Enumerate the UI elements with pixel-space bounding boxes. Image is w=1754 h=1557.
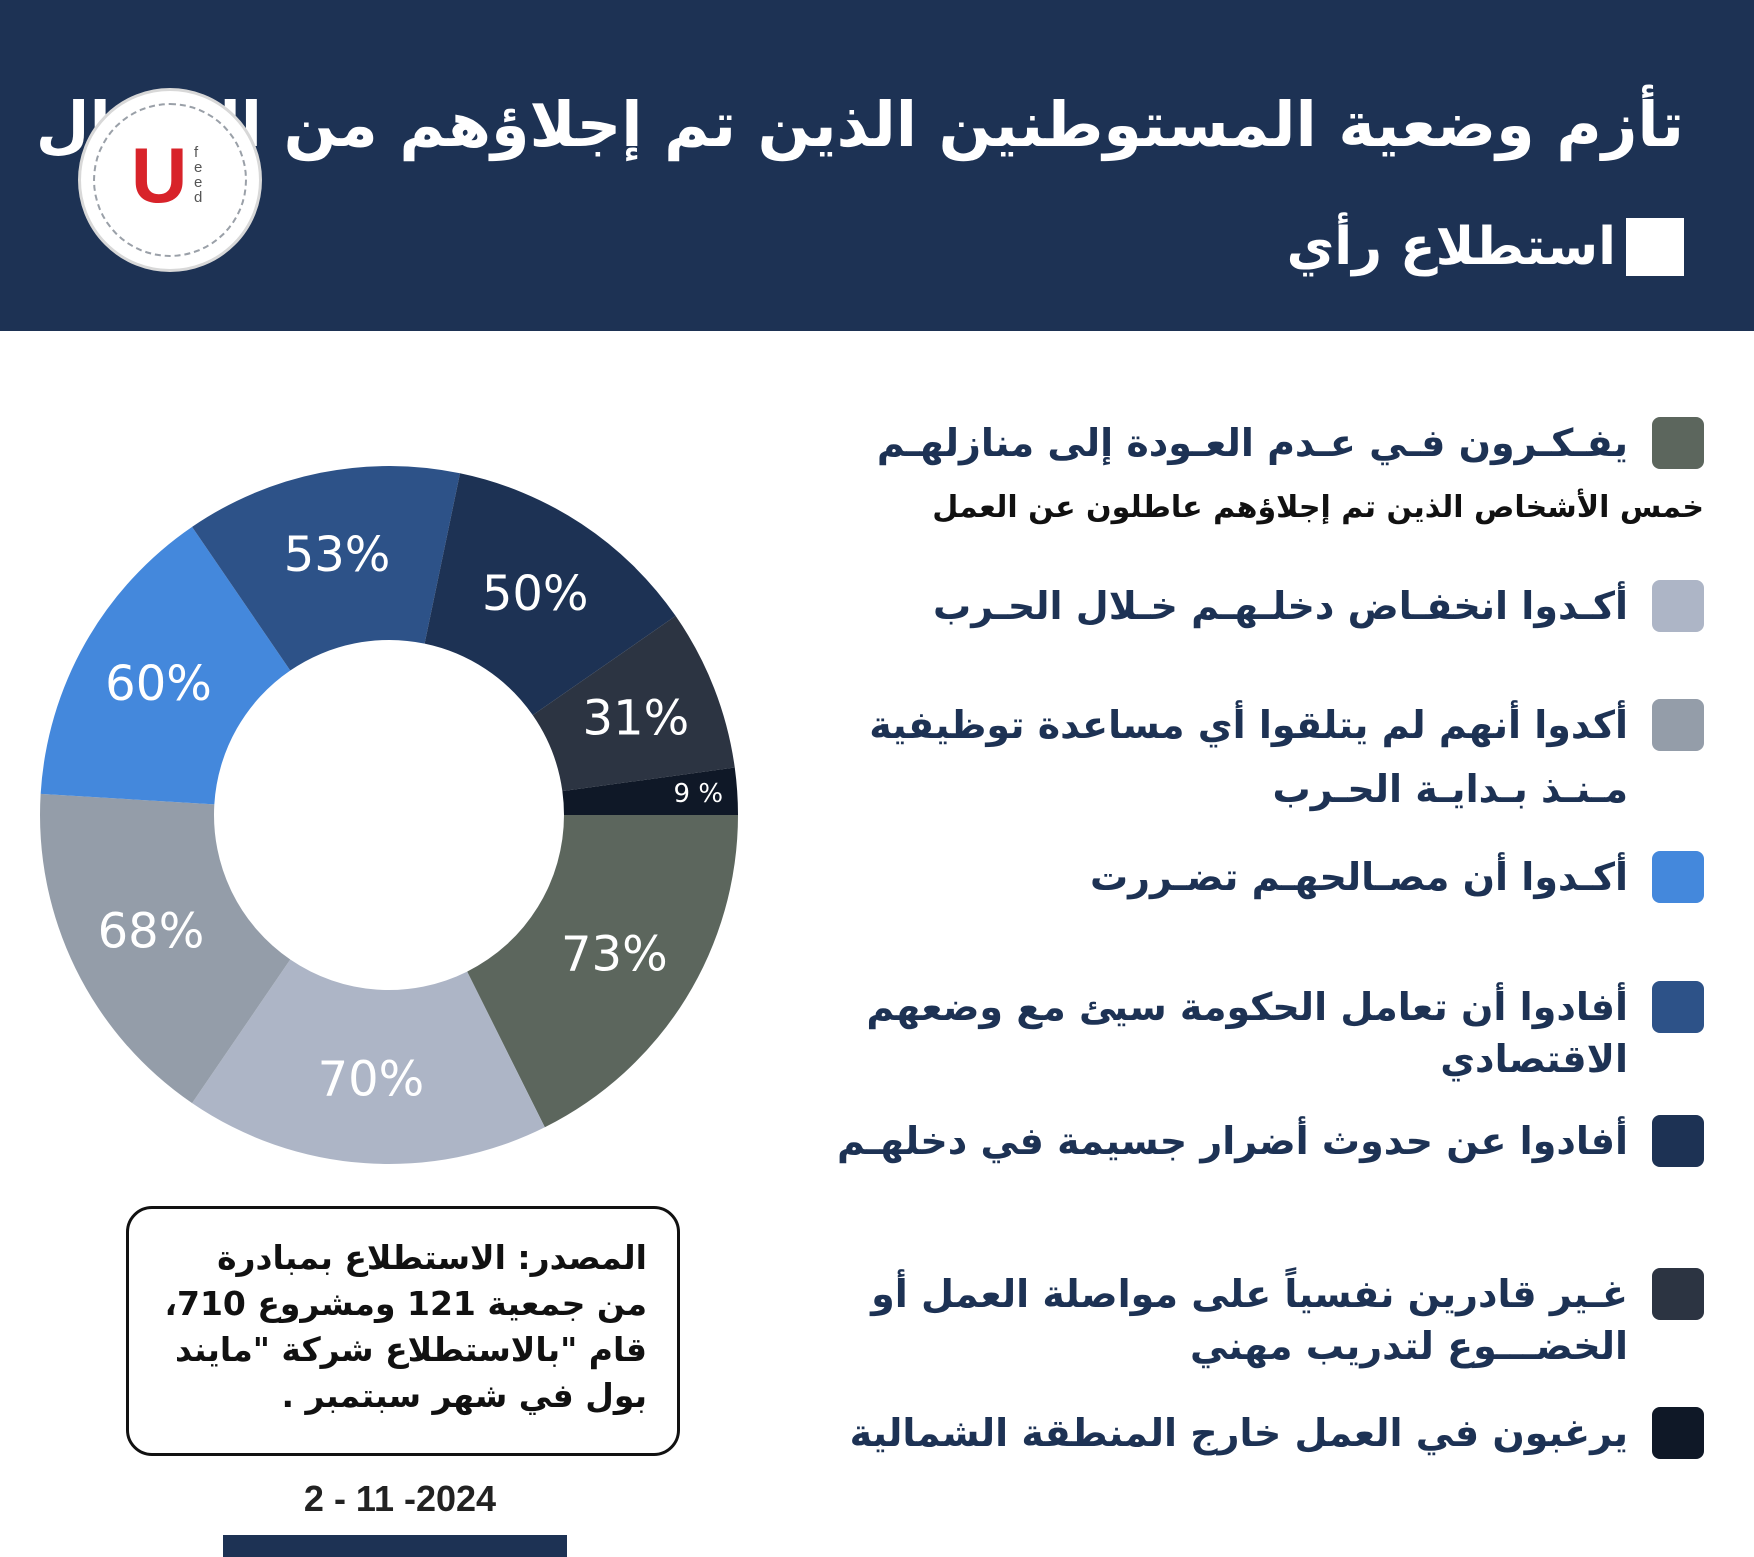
donut-slice-6 [424, 473, 676, 716]
legend-item-6: أفادوا عن حدوث أضرار جسيمة في دخلهـم [837, 1115, 1704, 1167]
donut-slice-4 [40, 526, 291, 805]
donut-slice-2 [192, 959, 545, 1164]
logo-ring-icon [93, 103, 247, 257]
legend-swatch [1652, 981, 1704, 1033]
legend-label-line1: يفـكـرون فـي عـدم العـودة إلى منازلهـم [876, 421, 1628, 465]
legend-swatch [1652, 699, 1704, 751]
legend-label: غـير قادرين نفسياً على مواصلة العمل أو ال… [871, 1268, 1628, 1372]
donut-label-2: 70% [318, 1051, 425, 1107]
donut-chart: 73% 70% 68% 60% 53% 50% 31% 9 % [39, 466, 738, 1164]
legend-label-line1: أفادوا عن حدوث أضرار جسيمة في دخلهـم [837, 1119, 1628, 1163]
legend-label: أفادوا أن تعامل الحكومة سيئ مع وضعهم الاق… [866, 981, 1628, 1085]
donut-slice-1 [467, 815, 738, 1128]
legend-label-line1: أكـدوا أن مصـالحهـم تضـررت [1089, 855, 1628, 899]
legend-item-1: يفـكـرون فـي عـدم العـودة إلى منازلهـم [877, 417, 1704, 469]
date-label: 2 - 11 -2024 [303, 1478, 497, 1519]
legend-swatch [1652, 851, 1704, 903]
logo: U feed [78, 88, 262, 272]
donut-label-5: 53% [284, 527, 391, 583]
logo-word: feed [194, 144, 203, 206]
legend-label-line1: أكـدوا انخفـاض دخلـهـم خـلال الحـرب [933, 584, 1628, 628]
legend-label: أكدوا أنهم لم يتلقوا أي مساعدة توظيفية مـ… [869, 699, 1628, 815]
legend-label-line2: مـنـذ بـدايـة الحـرب [1272, 767, 1628, 811]
legend-label: أفادوا عن حدوث أضرار جسيمة في دخلهـم [837, 1115, 1628, 1167]
legend-item-2: أكـدوا انخفـاض دخلـهـم خـلال الحـرب [933, 580, 1704, 632]
legend-label: أكـدوا أن مصـالحهـم تضـررت [1090, 851, 1628, 903]
subtitle-row: استطلاع رأي [1287, 214, 1684, 280]
donut-label-3: 68% [98, 904, 205, 960]
logo-letter: U [131, 131, 188, 219]
donut-label-6: 50% [482, 566, 589, 622]
legend-label-line2: الاقتصادي [1440, 1037, 1628, 1081]
legend-note: خمس الأشخاص الذين تم إجلاؤهم عاطلون عن ا… [932, 490, 1704, 525]
legend-item-8: يرغبون في العمل خارج المنطقة الشمالية [850, 1407, 1704, 1459]
legend-swatch [1652, 1268, 1704, 1320]
donut-label-1: 73% [561, 926, 668, 982]
legend-label-line1: يرغبون في العمل خارج المنطقة الشمالية [849, 1411, 1628, 1455]
source-box: المصدر: الاستطلاع بمبادرة من جمعية 121 و… [126, 1206, 680, 1456]
donut-label-7: 31% [583, 691, 690, 747]
page-title: تأزم وضعية المستوطنين الذين تم إجلاؤهم م… [35, 88, 1684, 161]
legend-item-3: أكدوا أنهم لم يتلقوا أي مساعدة توظيفية مـ… [869, 699, 1704, 815]
legend-item-7: غـير قادرين نفسياً على مواصلة العمل أو ال… [871, 1268, 1704, 1372]
legend-item-5: أفادوا أن تعامل الحكومة سيئ مع وضعهم الاق… [866, 981, 1704, 1085]
header-banner: تأزم وضعية المستوطنين الذين تم إجلاؤهم م… [0, 0, 1754, 331]
legend-swatch [1652, 1115, 1704, 1167]
donut-slice-8 [562, 767, 738, 815]
legend-label: يرغبون في العمل خارج المنطقة الشمالية [850, 1407, 1628, 1459]
legend-label-line1: أفادوا أن تعامل الحكومة سيئ مع وضعهم [866, 985, 1628, 1029]
donut-label-4: 60% [105, 656, 212, 712]
donut-slice-7 [532, 615, 735, 792]
donut-slice-5 [192, 466, 461, 671]
bottom-bar [223, 1535, 567, 1557]
legend-item-4: أكـدوا أن مصـالحهـم تضـررت [1090, 851, 1704, 903]
legend-swatch [1652, 417, 1704, 469]
donut-slice-3 [39, 793, 291, 1104]
legend-label: أكـدوا انخفـاض دخلـهـم خـلال الحـرب [933, 580, 1628, 632]
legend-label-line1: أكدوا أنهم لم يتلقوا أي مساعدة توظيفية [869, 703, 1628, 747]
legend-label: يفـكـرون فـي عـدم العـودة إلى منازلهـم [877, 417, 1628, 469]
legend-swatch [1652, 1407, 1704, 1459]
legend-swatch [1652, 580, 1704, 632]
legend-label-line1: غـير قادرين نفسياً على مواصلة العمل أو [871, 1272, 1628, 1316]
subtitle-square-icon [1626, 218, 1684, 276]
legend-label-line2: الخضـــوع لتدريب مهني [1189, 1324, 1628, 1368]
page-subtitle: استطلاع رأي [1286, 217, 1616, 277]
donut-label-8: 9 % [674, 779, 724, 809]
